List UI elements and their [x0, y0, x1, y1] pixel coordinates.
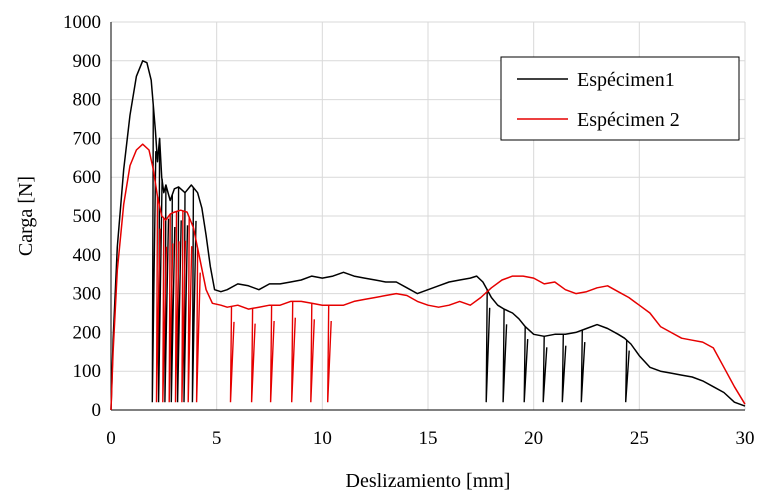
unloading-cycle [151, 105, 157, 403]
unloading-cycle [155, 196, 161, 403]
y-tick-label: 800 [73, 90, 102, 111]
series-2 [110, 143, 746, 411]
unloading-cycle [580, 330, 586, 403]
series-layer [110, 60, 746, 411]
unloading-cycle [187, 217, 193, 403]
unloading-cycle [174, 211, 180, 403]
unloading-cycle [625, 340, 630, 403]
unloading-cycle [181, 210, 187, 403]
x-tick-label: 15 [419, 428, 438, 449]
x-tick-label: 20 [524, 428, 543, 449]
y-axis-ticks: 0 100 200 300 400 500 600 700 800 900 1000 [63, 12, 101, 421]
y-tick-label: 900 [73, 51, 102, 72]
y-tick-label: 700 [73, 128, 102, 149]
legend: Espécimen1 Espécimen 2 [500, 56, 740, 141]
unloading-cycle [157, 138, 163, 403]
y-axis-title: Carga [N] [15, 176, 37, 256]
x-axis-ticks: 0 5 10 15 20 25 30 [106, 428, 754, 449]
unloading-cycle [310, 303, 315, 403]
series-line [110, 60, 746, 411]
y-tick-label: 400 [73, 245, 102, 266]
series-line [110, 143, 746, 411]
y-tick-label: 300 [73, 284, 102, 305]
unloading-cycle [162, 217, 168, 403]
unloading-cycle [485, 289, 491, 403]
y-tick-label: 1000 [63, 12, 101, 33]
unloading-cycle [561, 334, 567, 403]
legend-label-specimen-2: Espécimen 2 [577, 109, 680, 131]
unloading-cycle [168, 214, 174, 403]
unloading-cycle [542, 336, 548, 403]
y-tick-label: 0 [92, 400, 102, 421]
unloading-cycle [191, 187, 197, 403]
unloading-cycle [523, 326, 529, 403]
x-tick-label: 0 [106, 428, 116, 449]
x-tick-label: 10 [313, 428, 332, 449]
unloading-cycle [291, 301, 296, 403]
unloading-cycle [250, 308, 256, 403]
unloading-cycle [269, 305, 275, 403]
y-tick-label: 500 [73, 206, 102, 227]
unloading-cycle [229, 306, 235, 403]
unloading-cycle [195, 248, 201, 403]
x-tick-label: 25 [630, 428, 649, 449]
y-tick-label: 100 [73, 361, 102, 382]
unloading-cycle [502, 309, 508, 403]
unloading-cycle [327, 305, 332, 403]
x-tick-label: 5 [212, 428, 222, 449]
x-tick-label: 30 [736, 428, 755, 449]
legend-box [500, 56, 740, 141]
legend-label-specimen-1: Espécimen1 [577, 69, 675, 91]
y-tick-label: 600 [73, 167, 102, 188]
y-tick-label: 200 [73, 322, 102, 343]
x-axis-title: Deslizamiento [mm] [346, 470, 511, 492]
